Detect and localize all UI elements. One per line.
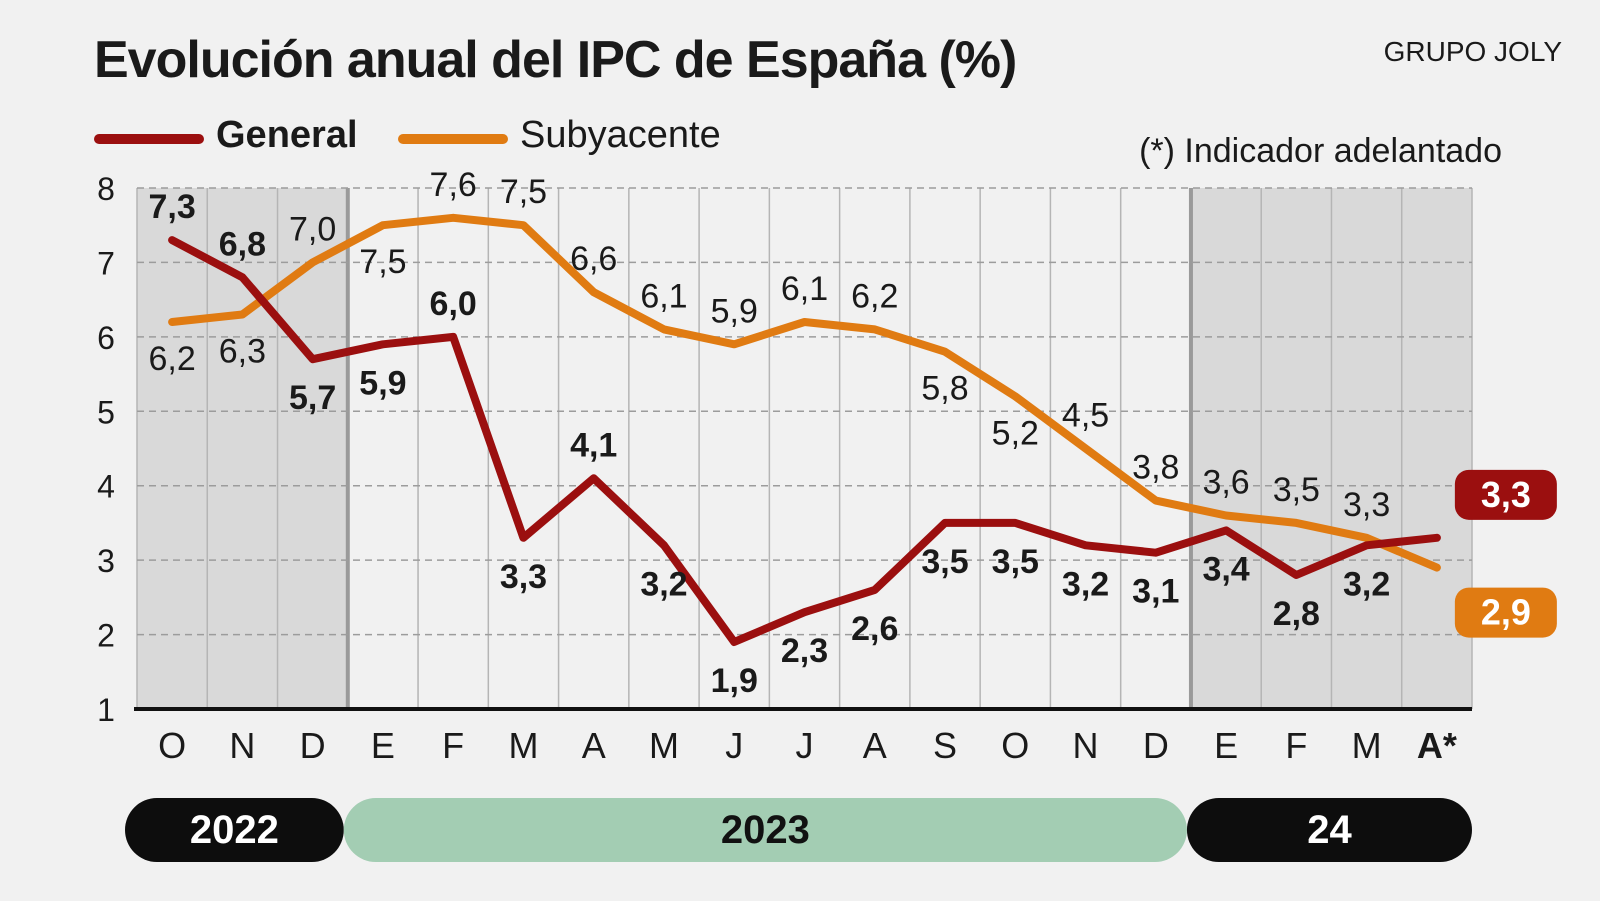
x-tick-label: M bbox=[649, 725, 679, 766]
legend-label-subyacente: Subyacente bbox=[520, 114, 721, 156]
x-tick-label: N bbox=[229, 725, 255, 766]
series-line-subyacente bbox=[168, 213, 1441, 572]
data-label-subyacente: 6,2 bbox=[851, 277, 898, 315]
x-tick-label: A bbox=[582, 725, 606, 766]
month-column bbox=[839, 188, 910, 709]
month-column bbox=[418, 188, 489, 709]
x-tick-label: F bbox=[442, 725, 464, 766]
year-label: 24 bbox=[1307, 808, 1352, 852]
month-column bbox=[1190, 188, 1262, 709]
data-label-badge-general bbox=[1454, 469, 1557, 520]
data-label-general: 3,3 bbox=[1481, 474, 1531, 515]
data-label-subyacente: 3,5 bbox=[1273, 471, 1320, 509]
legend-swatch-general bbox=[94, 134, 204, 144]
legend-swatch-subyacente bbox=[398, 134, 508, 144]
data-label-subyacente: 7,5 bbox=[500, 173, 547, 211]
x-tick-label: D bbox=[1143, 725, 1169, 766]
data-label-general: 3,2 bbox=[1062, 565, 1109, 603]
y-tick-label: 7 bbox=[97, 245, 115, 281]
data-label-general: 3,2 bbox=[640, 565, 687, 603]
month-column bbox=[1261, 188, 1332, 709]
data-label-general: 3,5 bbox=[921, 543, 968, 581]
brand-logo-text: GRUPO JOLY bbox=[1383, 36, 1562, 67]
legend-label-general: General bbox=[216, 114, 358, 156]
x-tick-label: E bbox=[1214, 725, 1238, 766]
month-column bbox=[1120, 188, 1191, 709]
month-column bbox=[628, 188, 700, 709]
data-label-subyacente: 3,8 bbox=[1132, 449, 1179, 487]
chart-title: Evolución anual del IPC de España (%) bbox=[94, 31, 1017, 89]
data-label-subyacente: 6,3 bbox=[219, 333, 266, 371]
data-label-badge-subyacente bbox=[1454, 587, 1557, 638]
footnote-indicador: (*) Indicador adelantado bbox=[1139, 132, 1502, 170]
data-label-general: 3,4 bbox=[1202, 550, 1249, 588]
y-tick-label: 1 bbox=[97, 692, 115, 728]
data-label-subyacente: 6,2 bbox=[148, 340, 195, 378]
x-tick-label: J bbox=[725, 725, 743, 766]
month-column bbox=[699, 188, 770, 709]
y-tick-label: 5 bbox=[97, 394, 115, 430]
month-column bbox=[909, 188, 981, 709]
y-tick-label: 3 bbox=[97, 543, 115, 579]
x-tick-label: O bbox=[158, 725, 186, 766]
x-tick-label: O bbox=[1001, 725, 1029, 766]
data-label-subyacente: 6,6 bbox=[570, 240, 617, 278]
x-tick-label: A* bbox=[1417, 725, 1457, 766]
data-label-general: 3,1 bbox=[1132, 573, 1179, 611]
x-tick-label: M bbox=[1352, 725, 1382, 766]
y-tick-label: 6 bbox=[97, 320, 115, 356]
month-column bbox=[488, 188, 559, 709]
data-label-general: 3,2 bbox=[1343, 565, 1390, 603]
data-label-general: 3,5 bbox=[992, 543, 1039, 581]
y-tick-label: 4 bbox=[97, 469, 115, 505]
data-label-subyacente: 5,2 bbox=[992, 414, 1039, 452]
data-label-subyacente: 7,6 bbox=[430, 166, 477, 204]
data-label-subyacente: 7,0 bbox=[289, 210, 336, 248]
data-label-general: 2,8 bbox=[1273, 595, 1320, 633]
year-label: 2022 bbox=[190, 808, 279, 852]
data-label-general: 2,3 bbox=[781, 632, 828, 670]
x-tick-label: J bbox=[796, 725, 814, 766]
data-label-subyacente: 3,3 bbox=[1343, 486, 1390, 524]
x-tick-label: F bbox=[1285, 725, 1307, 766]
year-label: 2023 bbox=[721, 808, 810, 852]
month-column bbox=[137, 188, 208, 709]
data-label-general: 1,9 bbox=[711, 662, 758, 700]
x-tick-label: M bbox=[508, 725, 538, 766]
data-label-general: 4,1 bbox=[570, 426, 617, 464]
month-column bbox=[980, 188, 1051, 709]
month-column bbox=[769, 188, 840, 709]
data-label-subyacente: 3,6 bbox=[1202, 463, 1249, 501]
data-label-subyacente: 4,5 bbox=[1062, 397, 1109, 435]
data-label-general: 5,7 bbox=[289, 379, 336, 417]
data-label-general: 5,9 bbox=[359, 364, 406, 402]
data-label-general: 6,0 bbox=[430, 285, 477, 323]
x-tick-label: S bbox=[933, 725, 957, 766]
month-column bbox=[347, 188, 419, 709]
data-label-subyacente: 7,5 bbox=[359, 243, 406, 281]
x-tick-label: E bbox=[371, 725, 395, 766]
y-tick-label: 8 bbox=[97, 171, 115, 207]
y-tick-label: 2 bbox=[97, 618, 115, 654]
year-pill bbox=[1186, 798, 1472, 862]
data-label-general: 2,6 bbox=[851, 610, 898, 648]
data-label-subyacente: 6,1 bbox=[640, 277, 687, 315]
data-label-subyacente: 6,1 bbox=[781, 270, 828, 308]
data-label-subyacente: 5,8 bbox=[921, 370, 968, 408]
data-label-subyacente: 2,9 bbox=[1481, 592, 1531, 633]
x-tick-label: N bbox=[1073, 725, 1099, 766]
series-line-general bbox=[168, 236, 1441, 646]
data-label-subyacente: 5,9 bbox=[711, 292, 758, 330]
data-label-general: 7,3 bbox=[148, 188, 195, 226]
data-label-general: 3,3 bbox=[500, 558, 547, 596]
x-tick-label: D bbox=[300, 725, 326, 766]
year-pill bbox=[125, 798, 344, 862]
data-label-general: 6,8 bbox=[219, 225, 266, 263]
x-tick-label: A bbox=[863, 725, 887, 766]
year-pill bbox=[343, 798, 1187, 862]
month-column bbox=[1331, 188, 1402, 709]
